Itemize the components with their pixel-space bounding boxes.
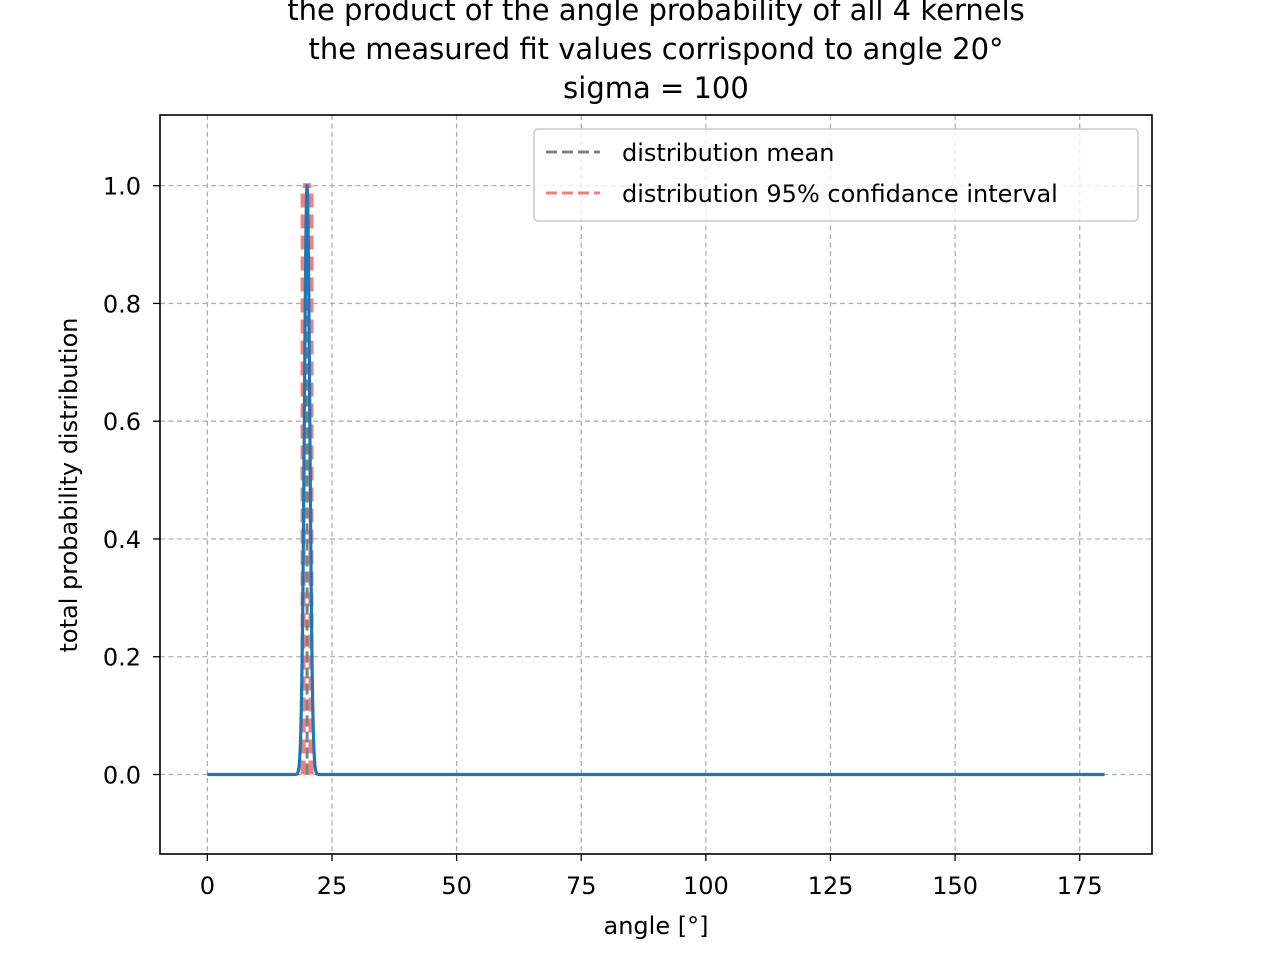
y-tick-label: 1.0 (103, 173, 141, 201)
y-axis-label: total probability distribution (55, 318, 83, 653)
chart-title: the product of the angle probability of … (287, 0, 1025, 105)
y-tick-label: 0.6 (103, 408, 141, 436)
legend-label-mean: distribution mean (622, 139, 834, 167)
y-tick-label: 0.4 (103, 526, 141, 554)
legend: distribution mean distribution 95% confi… (533, 128, 1139, 222)
plot-frame (159, 114, 1153, 855)
title-line-1: the product of the angle probability of … (287, 0, 1025, 27)
x-tick-label: 175 (1057, 872, 1103, 900)
y-tick-label: 0.8 (103, 290, 141, 318)
grid (160, 115, 1152, 854)
x-tick-label: 75 (566, 872, 597, 900)
y-tick-label: 0.0 (103, 762, 141, 790)
probability-curve (207, 184, 1105, 777)
x-axis-label: angle [°] (604, 912, 709, 940)
legend-box (533, 128, 1139, 222)
x-tick-label: 150 (932, 872, 978, 900)
x-tick-label: 0 (200, 872, 215, 900)
title-line-3: sigma = 100 (563, 71, 749, 105)
y-axis: 0.0 0.2 0.4 0.6 0.8 1.0 (103, 173, 160, 790)
legend-label-ci: distribution 95% confidance interval (622, 180, 1058, 208)
x-tick-label: 125 (808, 872, 854, 900)
x-tick-label: 100 (683, 872, 729, 900)
title-line-2: the measured fit values corrispond to an… (308, 32, 1003, 66)
y-tick-label: 0.2 (103, 644, 141, 672)
plot-lines (207, 183, 1105, 777)
x-tick-label: 50 (441, 872, 472, 900)
x-axis: 0 25 50 75 100 125 150 175 (200, 854, 1103, 900)
x-tick-label: 25 (317, 872, 348, 900)
